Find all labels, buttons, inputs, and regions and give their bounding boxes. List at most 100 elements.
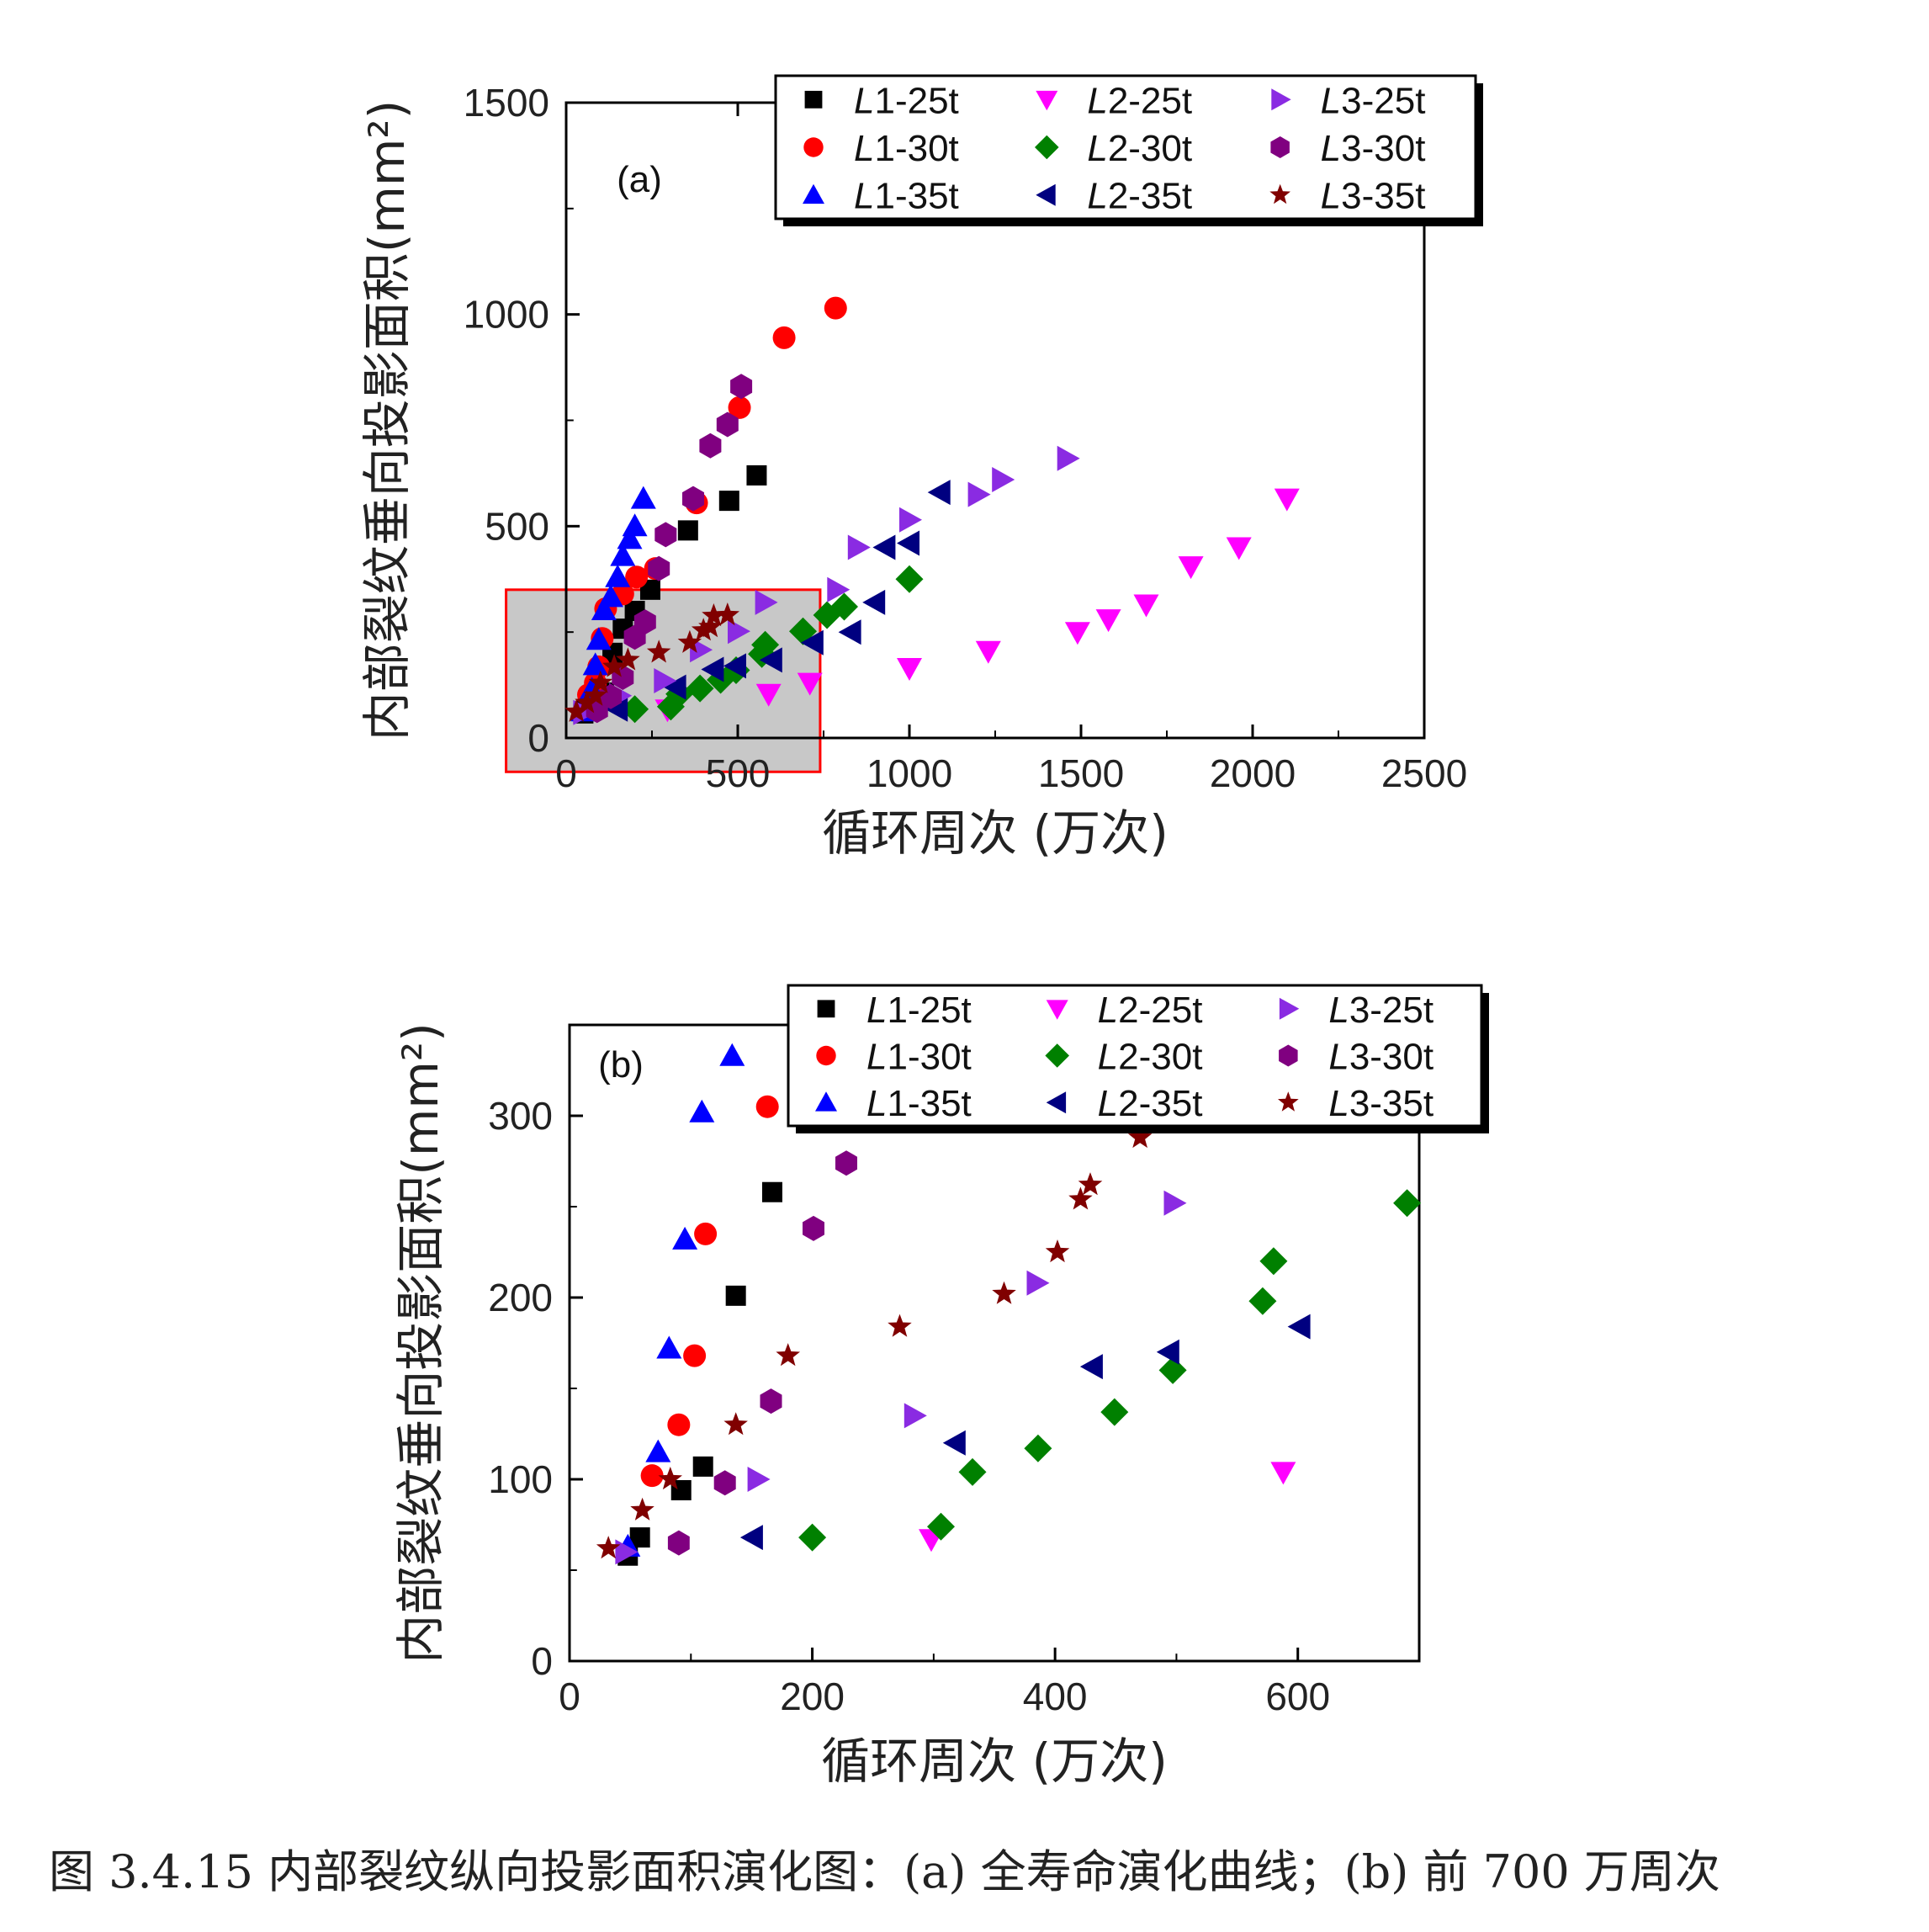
y-tick-label: 200 — [488, 1276, 553, 1319]
data-point — [1270, 1462, 1296, 1485]
data-point — [1078, 1172, 1103, 1196]
series-L2-35t — [739, 1314, 1311, 1551]
x-axis-title: 循环周次 (万次) — [822, 804, 1169, 862]
y-tick-label: 0 — [527, 716, 549, 760]
data-point — [1045, 1239, 1070, 1263]
data-point — [598, 584, 623, 608]
data-point — [698, 614, 723, 638]
data-point — [715, 602, 739, 626]
legend-label: L2-35t — [1098, 1083, 1203, 1124]
series-L2-30t — [798, 1189, 1422, 1552]
data-point — [895, 565, 924, 593]
data-point — [713, 1470, 736, 1496]
x-tick-label: 200 — [780, 1675, 845, 1718]
data-point — [899, 507, 922, 533]
legend-label: L3-30t — [1321, 128, 1426, 169]
data-point — [625, 565, 649, 589]
data-point — [645, 1439, 671, 1462]
data-point — [667, 1530, 690, 1556]
legend-marker — [1046, 1091, 1067, 1114]
legend-box — [774, 74, 1477, 220]
data-point — [621, 695, 649, 724]
data-point — [610, 543, 636, 566]
data-point — [728, 395, 751, 419]
data-point — [630, 486, 656, 509]
data-point — [827, 576, 851, 602]
data-point — [605, 564, 631, 587]
legend-marker — [815, 1091, 837, 1112]
legend-entry-L3-35t: L3-35t — [1269, 176, 1425, 217]
x-tick-label: 500 — [706, 751, 771, 795]
series-L3-35t — [596, 1124, 1153, 1559]
data-point — [776, 1343, 800, 1367]
data-point — [1100, 1398, 1129, 1426]
data-point — [640, 1464, 664, 1488]
data-point — [992, 1281, 1016, 1304]
data-point — [798, 1523, 827, 1552]
legend-marker — [1278, 1091, 1299, 1112]
data-point — [646, 640, 671, 663]
y-tick-label: 1000 — [464, 293, 549, 337]
legend-label: L1-30t — [866, 1037, 972, 1078]
legend-label: L1-30t — [854, 128, 959, 169]
data-point — [730, 374, 753, 400]
data-point — [694, 1222, 718, 1245]
data-point — [847, 534, 871, 560]
legend-label: L3-35t — [1321, 176, 1426, 217]
data-point — [718, 491, 739, 512]
data-point — [1156, 1339, 1179, 1365]
data-point — [667, 1413, 691, 1436]
data-point — [591, 597, 617, 620]
x-axis-title: 循环周次 (万次) — [821, 1733, 1168, 1790]
data-point — [942, 1430, 966, 1456]
data-point — [683, 1344, 707, 1367]
legend-entry-L3-30t: L3-30t — [1279, 1037, 1434, 1078]
data-point — [897, 530, 919, 556]
data-point — [975, 640, 1001, 664]
legend-label: L2-30t — [1087, 128, 1192, 169]
y-tick-label: 100 — [488, 1457, 553, 1501]
x-tick-label: 1500 — [1038, 751, 1124, 795]
data-point — [747, 1467, 771, 1492]
legend-marker — [817, 1000, 835, 1018]
data-point — [689, 1099, 715, 1123]
data-point — [617, 526, 643, 549]
y-axis-title: 内部裂纹垂向投影面积(mm²) — [358, 100, 416, 741]
legend-label: L1-35t — [854, 176, 959, 217]
legend-entry-L2-25t: L2-25t — [1046, 990, 1202, 1031]
legend-label: L3-25t — [1321, 80, 1426, 121]
legend-marker — [804, 90, 823, 109]
data-point — [719, 1043, 745, 1066]
data-point — [622, 513, 648, 537]
legend-entry-L2-25t: L2-25t — [1036, 80, 1192, 121]
data-point — [1178, 556, 1204, 580]
data-point — [1057, 445, 1080, 471]
legend-entry-L2-35t: L2-35t — [1036, 176, 1192, 217]
data-point — [759, 647, 782, 673]
data-point — [1274, 488, 1300, 512]
data-point — [772, 326, 796, 349]
legend-label: L3-35t — [1328, 1083, 1434, 1124]
figure-caption: 图 3.4.15 内部裂纹纵向投影面积演化图：(a) 全寿命演化曲线；(b) 前… — [49, 1845, 1720, 1898]
data-point — [927, 480, 951, 506]
legend-marker — [1279, 997, 1300, 1020]
data-point — [728, 618, 750, 645]
series-L3-25t — [573, 445, 1080, 725]
data-point — [605, 696, 628, 722]
data-point — [761, 1181, 782, 1202]
data-point — [633, 609, 656, 635]
data-point — [601, 654, 627, 677]
chart-panel-b: 0 200 400 600 0 100 200 300 循环周次 (万次) 内部裂纹垂向投影面积(… — [392, 984, 1489, 1790]
data-point — [630, 1497, 654, 1521]
y-tick-label: 300 — [488, 1094, 553, 1138]
data-point — [672, 1226, 698, 1250]
x-tick-label: 1000 — [866, 751, 952, 795]
legend-entry-L2-30t: L2-30t — [1045, 1037, 1202, 1078]
data-point — [677, 520, 698, 541]
legend-marker — [1036, 90, 1058, 111]
legend-entry-L3-35t: L3-35t — [1278, 1083, 1434, 1124]
x-tick-label: 0 — [555, 751, 577, 795]
data-point — [1393, 1189, 1422, 1218]
chart-panel-a: 0 500 1000 1500 2000 2500 0 500 1000 1500 循环周次 (万次… — [358, 74, 1483, 862]
